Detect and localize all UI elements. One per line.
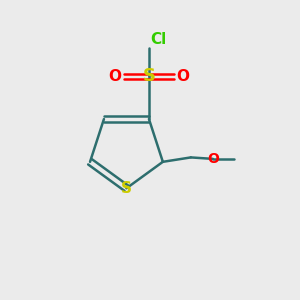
Text: Cl: Cl bbox=[150, 32, 167, 47]
Text: S: S bbox=[121, 181, 132, 196]
Text: O: O bbox=[176, 69, 189, 84]
Text: O: O bbox=[109, 69, 122, 84]
Text: O: O bbox=[207, 152, 219, 166]
Text: S: S bbox=[142, 67, 155, 85]
